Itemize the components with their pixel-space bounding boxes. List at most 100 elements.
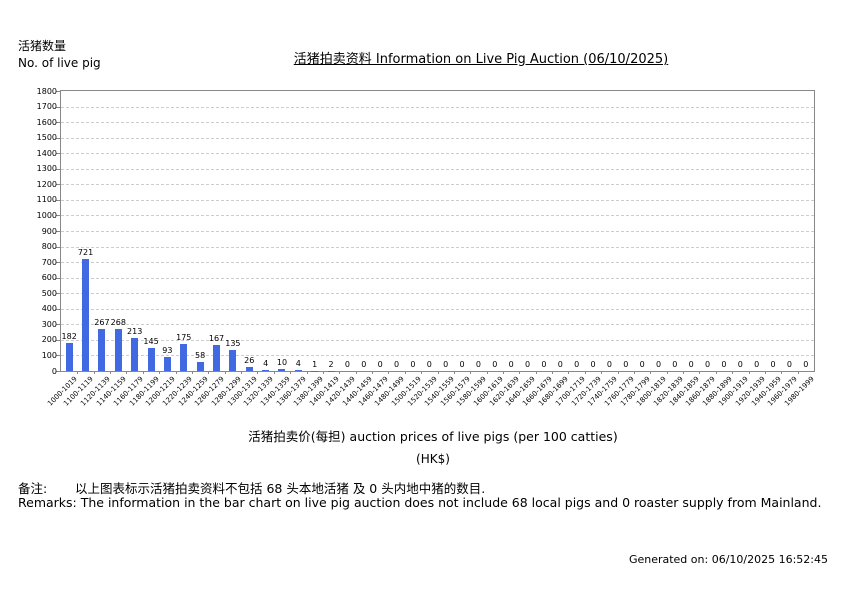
bar-value-label: 0 bbox=[377, 360, 383, 369]
bar-value-label: 213 bbox=[127, 326, 143, 336]
y-tick-mark bbox=[56, 184, 60, 186]
remark-zh: 备注: 以上图表标示活猪拍卖资料不包括 68 头本地活猪 及 0 头内地中猪的数目… bbox=[18, 478, 485, 497]
y-tick-label: 0 bbox=[51, 366, 57, 376]
gridline bbox=[61, 199, 814, 201]
y-axis-title-en: No. of live pig bbox=[18, 56, 101, 70]
y-tick-mark bbox=[56, 122, 60, 124]
bar-value-label: 0 bbox=[803, 360, 809, 369]
y-tick-mark bbox=[56, 91, 60, 92]
bar-value-label: 4 bbox=[263, 359, 269, 369]
y-tick-label: 1000 bbox=[36, 210, 57, 220]
y-tick-mark bbox=[56, 168, 60, 170]
x-tick-mark bbox=[372, 371, 374, 374]
y-tick-label: 1800 bbox=[36, 86, 57, 96]
x-tick-mark bbox=[601, 371, 603, 374]
x-tick-mark bbox=[732, 371, 734, 374]
bar-value-label: 135 bbox=[225, 339, 241, 348]
remark-zh-text: 以上图表标示活猪拍卖资料不包括 68 头本地活猪 及 0 头内地中猪的数目. bbox=[75, 481, 486, 496]
x-tick-mark bbox=[355, 371, 357, 374]
bar bbox=[196, 361, 204, 371]
gridline bbox=[61, 277, 814, 279]
bar-value-label: 0 bbox=[443, 360, 449, 369]
remark-en: Remarks: The information in the bar char… bbox=[18, 495, 822, 510]
y-tick-label: 800 bbox=[41, 242, 57, 252]
y-tick-mark bbox=[56, 215, 60, 217]
y-axis-title-zh: 活猪数量 bbox=[18, 39, 67, 53]
bar bbox=[98, 329, 106, 371]
bar-value-label: 0 bbox=[737, 360, 743, 369]
y-tick-mark bbox=[56, 339, 60, 341]
bar-value-label: 93 bbox=[162, 345, 173, 355]
bar-value-label: 0 bbox=[770, 360, 776, 369]
y-tick-mark bbox=[56, 371, 60, 372]
bar-value-label: 721 bbox=[77, 247, 94, 257]
x-tick-mark bbox=[404, 371, 406, 374]
y-tick-mark bbox=[56, 324, 60, 326]
x-axis-title: 活猪拍卖价(每担) auction prices of live pigs (p… bbox=[248, 429, 618, 444]
bar bbox=[278, 369, 286, 371]
x-tick-mark bbox=[388, 371, 390, 374]
x-tick-mark bbox=[519, 371, 521, 374]
gridline bbox=[61, 246, 814, 248]
bar-value-label: 0 bbox=[754, 360, 760, 369]
y-tick-label: 900 bbox=[41, 226, 57, 236]
y-tick-label: 1300 bbox=[36, 164, 57, 174]
x-tick-mark bbox=[322, 371, 324, 374]
bar-value-label: 26 bbox=[244, 355, 255, 365]
bar-value-label: 0 bbox=[394, 360, 400, 369]
x-tick-mark bbox=[142, 371, 144, 374]
x-tick-mark bbox=[224, 371, 226, 374]
chart-title: 活猪拍卖资料 Information on Live Pig Auction (… bbox=[293, 52, 669, 67]
bar-value-label: 0 bbox=[623, 360, 629, 369]
bar bbox=[65, 342, 73, 371]
gridline bbox=[61, 137, 814, 139]
bar-value-label: 0 bbox=[655, 360, 662, 369]
bar bbox=[163, 356, 171, 371]
bar-value-label: 182 bbox=[61, 331, 77, 341]
x-tick-mark bbox=[191, 371, 193, 374]
x-tick-mark bbox=[666, 371, 668, 374]
y-tick-label: 1600 bbox=[36, 117, 57, 127]
bar bbox=[82, 258, 90, 371]
bar-value-label: 0 bbox=[475, 360, 481, 369]
bar-value-label: 0 bbox=[786, 360, 792, 369]
bar bbox=[114, 329, 122, 371]
bar-value-label: 4 bbox=[295, 359, 301, 369]
bar-value-label: 267 bbox=[94, 318, 110, 328]
bar-value-label: 0 bbox=[721, 360, 727, 369]
x-tick-mark bbox=[208, 371, 210, 374]
x-tick-mark bbox=[633, 371, 635, 374]
bar-value-label: 0 bbox=[590, 360, 596, 369]
bar-chart-plot: 0 100 200 300 400 500 600 700 800 900 1000 1100 1200… bbox=[37, 87, 816, 408]
y-tick-mark bbox=[56, 153, 60, 155]
bar-value-label: 10 bbox=[276, 358, 288, 368]
gridline bbox=[61, 339, 814, 341]
bar bbox=[147, 348, 155, 371]
x-tick-mark bbox=[470, 371, 472, 374]
bar-value-label: 175 bbox=[176, 332, 192, 342]
y-tick-mark bbox=[56, 262, 60, 264]
x-tick-mark bbox=[110, 371, 112, 374]
x-tick-mark bbox=[502, 371, 504, 374]
bar bbox=[294, 370, 302, 371]
x-tick-mark bbox=[748, 371, 750, 374]
y-tick-mark bbox=[56, 293, 60, 295]
y-tick-label: 600 bbox=[41, 273, 57, 283]
x-tick-mark bbox=[77, 371, 79, 374]
bar-value-label: 0 bbox=[688, 360, 694, 369]
remark-zh-label: 备注: bbox=[18, 481, 48, 496]
bar-value-label: 0 bbox=[459, 360, 465, 369]
gridline bbox=[61, 153, 814, 155]
y-tick-label: 100 bbox=[41, 350, 57, 360]
x-tick-mark bbox=[535, 371, 537, 374]
y-tick-label: 700 bbox=[41, 257, 57, 267]
x-tick-mark bbox=[241, 371, 243, 374]
gridline bbox=[61, 355, 814, 357]
bar-value-label: 0 bbox=[606, 360, 612, 369]
y-tick-label: 1200 bbox=[36, 179, 57, 189]
y-tick-mark bbox=[56, 355, 60, 357]
gridline bbox=[61, 106, 814, 108]
gridline bbox=[61, 168, 814, 170]
x-tick-mark bbox=[568, 371, 570, 374]
